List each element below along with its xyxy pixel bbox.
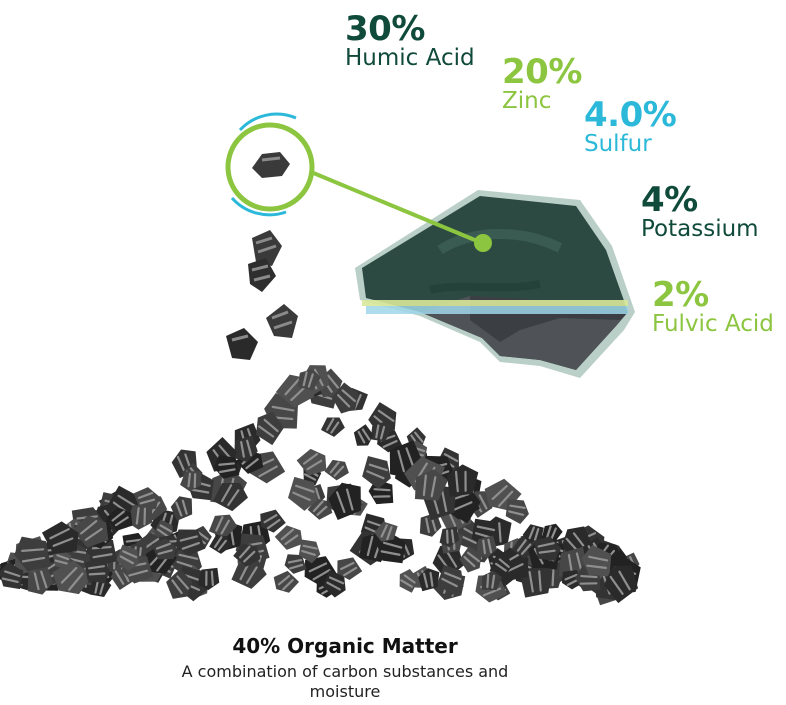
falling-granules bbox=[226, 230, 298, 360]
component-name: Humic Acid bbox=[345, 45, 475, 71]
granule-pile-illustration bbox=[0, 365, 641, 606]
component-name: Potassium bbox=[641, 216, 759, 242]
component-percent: 4% bbox=[641, 180, 698, 220]
component-name: Fulvic Acid bbox=[652, 311, 774, 337]
magnifier-circle-icon bbox=[225, 112, 492, 252]
component-percent: 2% bbox=[652, 275, 709, 315]
component-percent: 4.0% bbox=[584, 95, 677, 135]
component-name: Sulfur bbox=[584, 131, 652, 157]
organic-matter-description: A combination of carbon substances and m… bbox=[181, 662, 509, 701]
humate-chunk-illustration bbox=[355, 190, 635, 378]
component-fulvic-acid: 2% Fulvic Acid bbox=[652, 278, 774, 337]
component-humic-acid: 30% Humic Acid bbox=[345, 12, 475, 71]
organic-matter-title: 40% Organic Matter bbox=[232, 634, 458, 658]
component-sulfur: 4.0% Sulfur bbox=[584, 95, 677, 157]
component-percent: 20% bbox=[502, 52, 582, 92]
component-name: Zinc bbox=[502, 88, 552, 114]
component-zinc: 20% Zinc bbox=[502, 55, 582, 114]
component-potassium: 4% Potassium bbox=[641, 183, 759, 242]
component-percent: 30% bbox=[345, 9, 425, 49]
